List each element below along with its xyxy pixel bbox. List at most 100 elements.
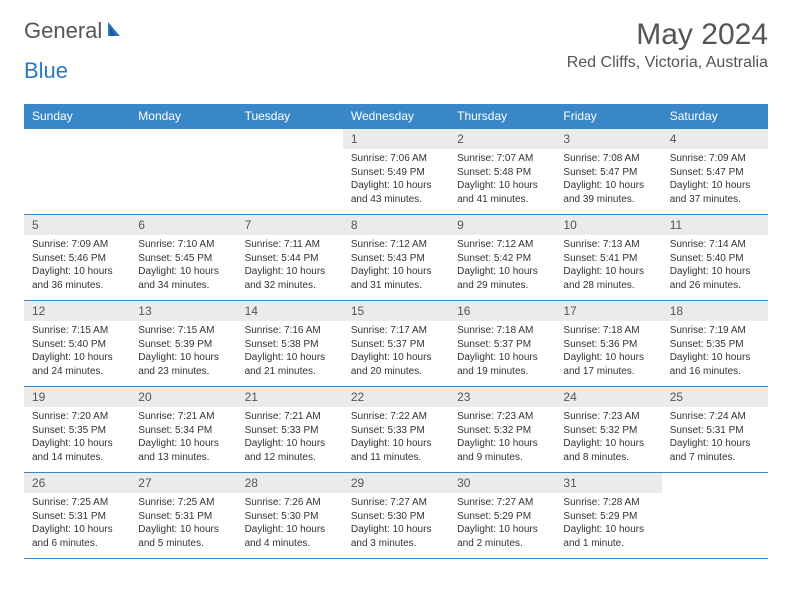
weekday-header: Sunday [24,104,130,129]
calendar-week-row: 26Sunrise: 7:25 AMSunset: 5:31 PMDayligh… [24,473,768,559]
day-details: Sunrise: 7:23 AMSunset: 5:32 PMDaylight:… [555,407,661,468]
day-details: Sunrise: 7:16 AMSunset: 5:38 PMDaylight:… [237,321,343,382]
weekday-header: Friday [555,104,661,129]
calendar-day-cell: 31Sunrise: 7:28 AMSunset: 5:29 PMDayligh… [555,473,661,559]
calendar-day-cell: 20Sunrise: 7:21 AMSunset: 5:34 PMDayligh… [130,387,236,473]
day-number: 10 [555,215,661,235]
calendar-day-cell: 7Sunrise: 7:11 AMSunset: 5:44 PMDaylight… [237,215,343,301]
day-number: 28 [237,473,343,493]
day-number: 20 [130,387,236,407]
day-number: 29 [343,473,449,493]
day-number: 26 [24,473,130,493]
calendar-table: Sunday Monday Tuesday Wednesday Thursday… [24,104,768,559]
day-details: Sunrise: 7:12 AMSunset: 5:42 PMDaylight:… [449,235,555,296]
day-details: Sunrise: 7:22 AMSunset: 5:33 PMDaylight:… [343,407,449,468]
weekday-header-row: Sunday Monday Tuesday Wednesday Thursday… [24,104,768,129]
calendar-day-cell: 6Sunrise: 7:10 AMSunset: 5:45 PMDaylight… [130,215,236,301]
day-number: 27 [130,473,236,493]
day-details: Sunrise: 7:27 AMSunset: 5:30 PMDaylight:… [343,493,449,554]
calendar-day-cell: 30Sunrise: 7:27 AMSunset: 5:29 PMDayligh… [449,473,555,559]
day-details: Sunrise: 7:06 AMSunset: 5:49 PMDaylight:… [343,149,449,210]
day-details: Sunrise: 7:10 AMSunset: 5:45 PMDaylight:… [130,235,236,296]
calendar-day-cell: 13Sunrise: 7:15 AMSunset: 5:39 PMDayligh… [130,301,236,387]
day-details: Sunrise: 7:12 AMSunset: 5:43 PMDaylight:… [343,235,449,296]
calendar-day-cell: 22Sunrise: 7:22 AMSunset: 5:33 PMDayligh… [343,387,449,473]
calendar-day-cell: 11Sunrise: 7:14 AMSunset: 5:40 PMDayligh… [662,215,768,301]
calendar-day-cell: 4Sunrise: 7:09 AMSunset: 5:47 PMDaylight… [662,129,768,215]
weekday-header: Wednesday [343,104,449,129]
calendar-day-cell [130,129,236,215]
day-details: Sunrise: 7:25 AMSunset: 5:31 PMDaylight:… [130,493,236,554]
calendar-day-cell [24,129,130,215]
month-title: May 2024 [567,18,768,52]
weekday-header: Tuesday [237,104,343,129]
weekday-header: Monday [130,104,236,129]
day-details: Sunrise: 7:21 AMSunset: 5:34 PMDaylight:… [130,407,236,468]
day-details: Sunrise: 7:15 AMSunset: 5:39 PMDaylight:… [130,321,236,382]
day-details: Sunrise: 7:24 AMSunset: 5:31 PMDaylight:… [662,407,768,468]
day-number: 8 [343,215,449,235]
day-details: Sunrise: 7:20 AMSunset: 5:35 PMDaylight:… [24,407,130,468]
day-number: 6 [130,215,236,235]
day-number: 12 [24,301,130,321]
calendar-day-cell: 27Sunrise: 7:25 AMSunset: 5:31 PMDayligh… [130,473,236,559]
day-details: Sunrise: 7:15 AMSunset: 5:40 PMDaylight:… [24,321,130,382]
calendar-day-cell: 10Sunrise: 7:13 AMSunset: 5:41 PMDayligh… [555,215,661,301]
day-details: Sunrise: 7:19 AMSunset: 5:35 PMDaylight:… [662,321,768,382]
day-details: Sunrise: 7:23 AMSunset: 5:32 PMDaylight:… [449,407,555,468]
day-number: 2 [449,129,555,149]
day-number: 18 [662,301,768,321]
day-details: Sunrise: 7:17 AMSunset: 5:37 PMDaylight:… [343,321,449,382]
calendar-day-cell: 15Sunrise: 7:17 AMSunset: 5:37 PMDayligh… [343,301,449,387]
day-number: 9 [449,215,555,235]
calendar-day-cell: 17Sunrise: 7:18 AMSunset: 5:36 PMDayligh… [555,301,661,387]
calendar-day-cell: 24Sunrise: 7:23 AMSunset: 5:32 PMDayligh… [555,387,661,473]
day-details: Sunrise: 7:25 AMSunset: 5:31 PMDaylight:… [24,493,130,554]
day-number: 3 [555,129,661,149]
day-number: 16 [449,301,555,321]
day-number: 15 [343,301,449,321]
day-number: 30 [449,473,555,493]
calendar-day-cell: 23Sunrise: 7:23 AMSunset: 5:32 PMDayligh… [449,387,555,473]
day-number: 14 [237,301,343,321]
calendar-day-cell: 25Sunrise: 7:24 AMSunset: 5:31 PMDayligh… [662,387,768,473]
weekday-header: Saturday [662,104,768,129]
day-number: 13 [130,301,236,321]
calendar-week-row: 12Sunrise: 7:15 AMSunset: 5:40 PMDayligh… [24,301,768,387]
day-details: Sunrise: 7:21 AMSunset: 5:33 PMDaylight:… [237,407,343,468]
calendar-day-cell [237,129,343,215]
day-number: 31 [555,473,661,493]
day-details: Sunrise: 7:18 AMSunset: 5:36 PMDaylight:… [555,321,661,382]
day-number: 4 [662,129,768,149]
calendar-week-row: 1Sunrise: 7:06 AMSunset: 5:49 PMDaylight… [24,129,768,215]
calendar-day-cell: 19Sunrise: 7:20 AMSunset: 5:35 PMDayligh… [24,387,130,473]
weekday-header: Thursday [449,104,555,129]
calendar-day-cell: 16Sunrise: 7:18 AMSunset: 5:37 PMDayligh… [449,301,555,387]
day-number: 17 [555,301,661,321]
logo-text-general: General [24,18,102,44]
day-number: 21 [237,387,343,407]
day-number: 24 [555,387,661,407]
day-number: 23 [449,387,555,407]
calendar-day-cell: 21Sunrise: 7:21 AMSunset: 5:33 PMDayligh… [237,387,343,473]
calendar-day-cell: 12Sunrise: 7:15 AMSunset: 5:40 PMDayligh… [24,301,130,387]
day-details: Sunrise: 7:09 AMSunset: 5:47 PMDaylight:… [662,149,768,210]
day-details: Sunrise: 7:28 AMSunset: 5:29 PMDaylight:… [555,493,661,554]
calendar-week-row: 19Sunrise: 7:20 AMSunset: 5:35 PMDayligh… [24,387,768,473]
day-details: Sunrise: 7:14 AMSunset: 5:40 PMDaylight:… [662,235,768,296]
day-number: 5 [24,215,130,235]
day-details: Sunrise: 7:08 AMSunset: 5:47 PMDaylight:… [555,149,661,210]
calendar-day-cell: 18Sunrise: 7:19 AMSunset: 5:35 PMDayligh… [662,301,768,387]
day-number: 25 [662,387,768,407]
calendar-day-cell: 29Sunrise: 7:27 AMSunset: 5:30 PMDayligh… [343,473,449,559]
day-details: Sunrise: 7:27 AMSunset: 5:29 PMDaylight:… [449,493,555,554]
day-details: Sunrise: 7:13 AMSunset: 5:41 PMDaylight:… [555,235,661,296]
calendar-day-cell [662,473,768,559]
day-details: Sunrise: 7:26 AMSunset: 5:30 PMDaylight:… [237,493,343,554]
day-number: 1 [343,129,449,149]
calendar-day-cell: 1Sunrise: 7:06 AMSunset: 5:49 PMDaylight… [343,129,449,215]
calendar-day-cell: 8Sunrise: 7:12 AMSunset: 5:43 PMDaylight… [343,215,449,301]
calendar-day-cell: 26Sunrise: 7:25 AMSunset: 5:31 PMDayligh… [24,473,130,559]
day-details: Sunrise: 7:07 AMSunset: 5:48 PMDaylight:… [449,149,555,210]
calendar-day-cell: 9Sunrise: 7:12 AMSunset: 5:42 PMDaylight… [449,215,555,301]
